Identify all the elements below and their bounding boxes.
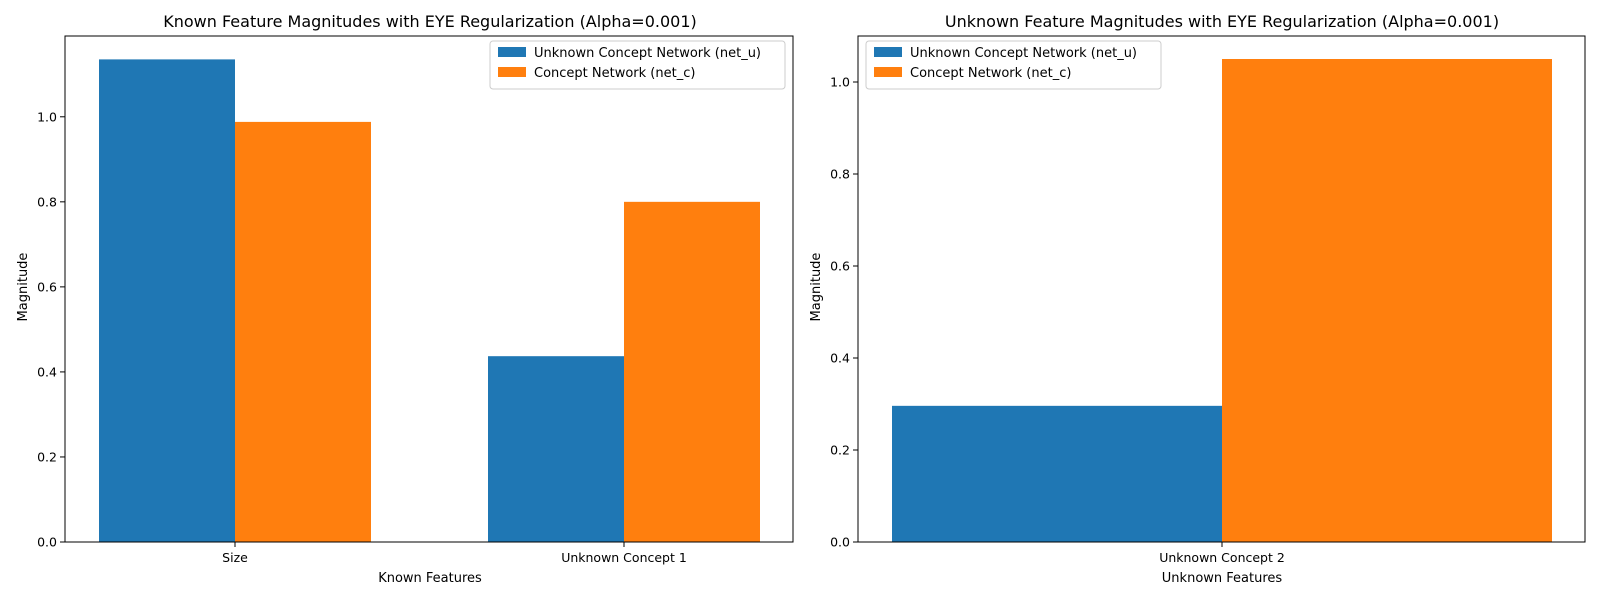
x-axis-label: Known Features — [378, 571, 482, 586]
bar-net-c-0 — [235, 121, 371, 543]
y-tick-label: 0.8 — [37, 194, 57, 209]
y-tick-label: 0.0 — [830, 535, 850, 550]
chart-title: Known Feature Magnitudes with EYE Regula… — [163, 12, 697, 31]
y-axis-label: Magnitude — [809, 253, 824, 322]
bars-group — [99, 59, 760, 543]
plot-frame — [64, 35, 794, 543]
y-tick-label: 0.2 — [37, 449, 57, 464]
legend-label: Concept Network (net_c) — [910, 66, 1071, 81]
bar-net-u-0 — [99, 59, 235, 542]
legend-box — [489, 40, 786, 90]
y-tick-label: 0.4 — [37, 364, 57, 379]
legend: Unknown Concept Network (net_u) Concept N… — [489, 40, 786, 90]
legend-swatch — [874, 67, 902, 77]
legend-swatch — [874, 47, 902, 57]
y-tick-label: 1.0 — [37, 109, 57, 124]
y-tick-label: 0.2 — [830, 443, 850, 458]
legend-label: Unknown Concept Network (net_u) — [534, 46, 761, 61]
y-ticks: 0.0 0.2 0.4 0.6 0.8 1.0 — [830, 75, 858, 550]
x-tick-label: Unknown Concept 1 — [561, 550, 687, 565]
chart-unknown-features: Unknown Feature Magnitudes with EYE Regu… — [809, 12, 1586, 586]
bar-net-c-1 — [624, 201, 760, 542]
y-tick-label: 1.0 — [830, 75, 850, 90]
y-tick-label: 0.4 — [830, 351, 850, 366]
y-tick-label: 0.6 — [37, 279, 57, 294]
legend: Unknown Concept Network (net_u) Concept N… — [865, 40, 1162, 90]
y-tick-label: 0.6 — [830, 259, 850, 274]
y-axis-label: Magnitude — [16, 253, 31, 322]
bar-net-u-0 — [892, 405, 1222, 542]
x-ticks: Unknown Concept 2 — [1159, 542, 1285, 565]
bars-group — [892, 59, 1552, 542]
plot-frame — [857, 35, 1586, 543]
x-tick-label: Size — [222, 550, 248, 565]
y-tick-label: 0.0 — [37, 535, 57, 550]
y-tick-label: 0.8 — [830, 167, 850, 182]
x-tick-label: Unknown Concept 2 — [1159, 550, 1285, 565]
legend-swatch — [498, 47, 526, 57]
chart-title: Unknown Feature Magnitudes with EYE Regu… — [945, 12, 1499, 31]
x-ticks: Size Unknown Concept 1 — [222, 542, 687, 565]
legend-swatch — [498, 67, 526, 77]
y-ticks: 0.0 0.2 0.4 0.6 0.8 1.0 — [37, 109, 65, 550]
legend-box — [865, 40, 1162, 90]
x-axis-label: Unknown Features — [1162, 571, 1283, 586]
legend-label: Unknown Concept Network (net_u) — [910, 46, 1137, 61]
bar-net-u-1 — [488, 356, 624, 542]
chart-known-features: Known Feature Magnitudes with EYE Regula… — [16, 12, 794, 586]
legend-label: Concept Network (net_c) — [534, 66, 695, 81]
bar-net-c-0 — [1222, 59, 1552, 542]
